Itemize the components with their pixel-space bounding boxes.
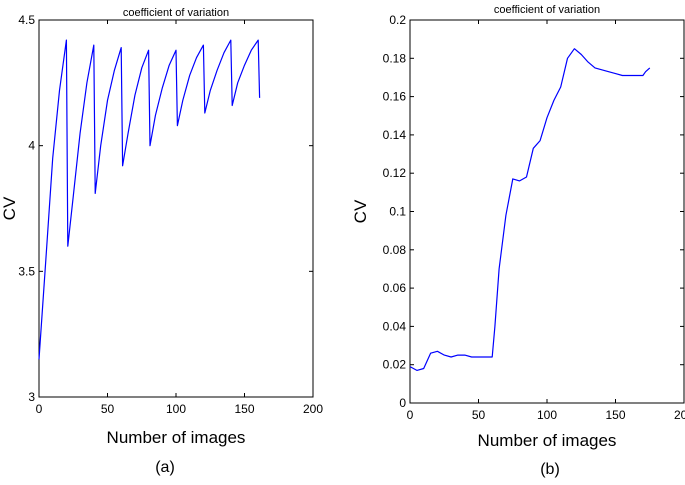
- x-tick-label: 100: [537, 408, 557, 422]
- y-tick-label: 0.16: [383, 90, 407, 104]
- y-tick-label: 0.12: [383, 166, 407, 180]
- x-tick-label: 200: [674, 408, 685, 422]
- chart-panel-b: coefficient of variation 0 50 100 150 200 0 0.0…: [351, 4, 685, 478]
- series-line: [409, 48, 651, 371]
- y-tick-label: 0.02: [383, 358, 407, 372]
- x-tick-label: 50: [101, 402, 115, 416]
- x-tick-label: 150: [605, 408, 625, 422]
- y-axis-label: CV: [0, 196, 19, 220]
- y-tick-label: 0.06: [383, 281, 407, 295]
- y-tick-label: 4: [28, 139, 35, 153]
- plot-frame: [409, 19, 685, 404]
- x-tick-label: 0: [36, 402, 43, 416]
- y-tick-label: 0.14: [383, 128, 407, 142]
- x-tick-label: 200: [303, 402, 323, 416]
- y-tick-label: 3.5: [18, 264, 35, 278]
- y-tick-label: 0.18: [383, 51, 407, 65]
- y-tick-label: 0.08: [383, 243, 407, 257]
- x-axis-label: Number of images: [107, 428, 246, 447]
- chart-panel-a: coefficient of variation 0 50 100 150 200 3 3.5…: [0, 7, 323, 476]
- panel-caption: (a): [155, 459, 175, 476]
- x-tick-label: 0: [407, 408, 414, 422]
- x-tick-label: 150: [234, 402, 254, 416]
- y-axis-label: CV: [351, 199, 370, 223]
- y-tick-label: 0.2: [389, 13, 406, 27]
- panel-caption: (b): [540, 461, 560, 478]
- chart-title: coefficient of variation: [123, 7, 229, 19]
- x-tick-label: 100: [166, 402, 186, 416]
- series-line: [38, 39, 261, 360]
- chart-title: coefficient of variation: [494, 4, 600, 16]
- y-tick-label: 0: [399, 396, 406, 410]
- y-tick-label: 0.1: [389, 205, 406, 219]
- y-tick-label: 3: [28, 390, 35, 404]
- x-axis-label: Number of images: [478, 431, 617, 450]
- y-tick-label: 4.5: [18, 13, 35, 27]
- x-tick-label: 50: [472, 408, 486, 422]
- y-tick-label: 0.04: [383, 319, 407, 333]
